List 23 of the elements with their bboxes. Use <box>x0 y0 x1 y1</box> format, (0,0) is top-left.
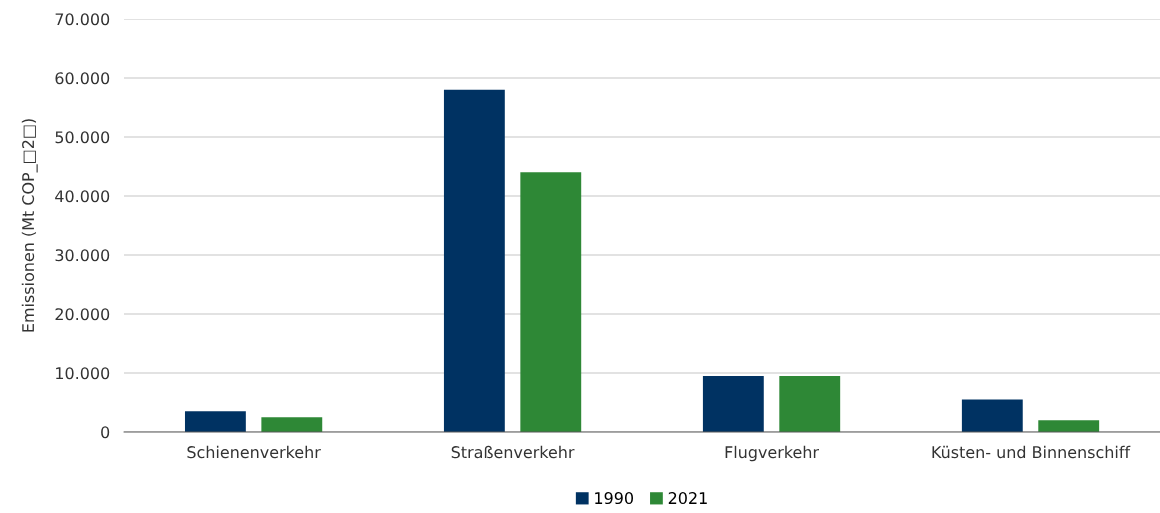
x-tick-label: Schienenverkehr <box>187 445 321 459</box>
bar <box>779 375 841 432</box>
y-tick-label: 70.000 <box>55 13 110 26</box>
bar <box>961 399 1023 432</box>
y-tick-label: 30.000 <box>55 249 110 262</box>
y-tick-label: 60.000 <box>55 72 110 85</box>
bar <box>261 417 323 432</box>
bar <box>520 172 582 432</box>
legend-label: 1990 <box>595 492 634 505</box>
y-tick-label: 10.000 <box>56 367 110 380</box>
legend-label: 2021 <box>668 492 707 505</box>
y-tick-label: 40.000 <box>55 190 110 203</box>
y-tick-label: 0 <box>101 426 110 439</box>
bar <box>1038 420 1100 432</box>
bar <box>443 89 505 432</box>
bar <box>184 411 246 432</box>
bar <box>702 375 764 432</box>
y-axis-title: Emissionen (Mt COP_□2□) <box>21 119 38 332</box>
y-tick-label: 50.000 <box>55 131 110 144</box>
x-tick-label: Küsten- und Binnenschiff <box>932 445 1131 459</box>
x-tick-label: Straßenverkehr <box>451 445 575 459</box>
x-tick-label: Flugverkehr <box>725 445 819 462</box>
y-tick-label: 20.000 <box>55 308 110 321</box>
